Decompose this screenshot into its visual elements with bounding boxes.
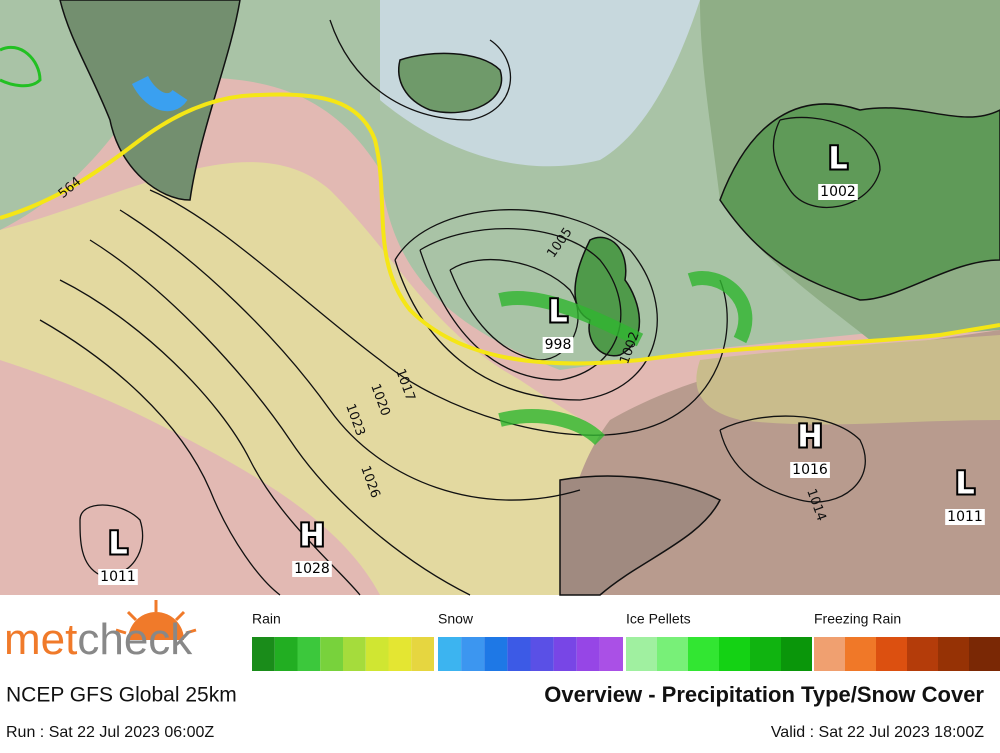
run-time: Run : Sat 22 Jul 2023 06:00Z: [6, 724, 214, 741]
legend-swatch: [320, 637, 343, 671]
pressure-box: [292, 561, 332, 577]
legend-swatch: [876, 637, 907, 671]
pressure-symbol: L: [108, 527, 127, 562]
legend-swatch: [274, 637, 298, 671]
legend-swatch: [845, 637, 876, 671]
pressure-symbol: L: [828, 142, 847, 177]
legend-swatch: [938, 637, 969, 671]
legend-swatch: [484, 637, 508, 671]
legend-caption: Snow: [438, 611, 474, 627]
pressure-value: 1011: [100, 569, 136, 585]
legend-swatch: [719, 637, 750, 671]
legend-swatch: [553, 637, 577, 671]
legend-swatch: [781, 637, 812, 671]
pressure-value: 1011: [947, 509, 983, 525]
model-name: NCEP GFS Global 25km: [6, 684, 237, 707]
legend-swatch: [297, 637, 321, 671]
legend-caption: Freezing Rain: [814, 611, 901, 627]
brand-met: met: [4, 615, 77, 664]
legend-caption: Ice Pellets: [626, 611, 691, 627]
legend-swatch: [814, 637, 845, 671]
map: [0, 0, 1000, 596]
legend: Rain Snow Ice Pellets Freezing Rain: [252, 611, 1000, 671]
pressure-symbol: H: [299, 519, 324, 554]
brand-check: check: [77, 615, 193, 664]
pressure-value: 1028: [294, 561, 330, 577]
legend-swatch: [657, 637, 688, 671]
pressure-box: [818, 184, 858, 200]
product-title: Overview - Precipitation Type/Snow Cover: [544, 682, 984, 707]
pressure-symbol: H: [797, 420, 822, 455]
legend-swatch: [750, 637, 781, 671]
legend-swatch: [438, 637, 462, 671]
legend-swatch: [365, 637, 389, 671]
pressure-symbol: L: [548, 295, 567, 330]
pressure-box: [98, 569, 138, 585]
legend-swatch: [461, 637, 485, 671]
legend-caption: Rain: [252, 611, 281, 627]
legend-swatch: [688, 637, 719, 671]
legend-swatch: [576, 637, 600, 671]
legend-swatch: [507, 637, 531, 671]
legend-swatch: [343, 637, 366, 671]
legend-swatch: [626, 637, 657, 671]
pressure-value: 1016: [792, 462, 828, 478]
legend-swatch: [907, 637, 938, 671]
pressure-box: [790, 462, 830, 478]
svg-text:metcheck: metcheck: [4, 615, 193, 664]
pressure-value: 998: [545, 337, 572, 353]
legend-swatch: [388, 637, 412, 671]
valid-time: Valid : Sat 22 Jul 2023 18:00Z: [771, 724, 984, 741]
legend-swatch: [530, 637, 554, 671]
legend-swatch: [599, 637, 623, 671]
pressure-value: 1002: [820, 184, 856, 200]
pressure-box: [542, 337, 574, 353]
legend-swatch: [252, 637, 275, 671]
pressure-box: [945, 509, 985, 525]
logo: metcheck: [4, 600, 197, 664]
pressure-symbol: L: [955, 467, 974, 502]
legend-swatch: [411, 637, 434, 671]
legend-swatch: [969, 637, 1000, 671]
